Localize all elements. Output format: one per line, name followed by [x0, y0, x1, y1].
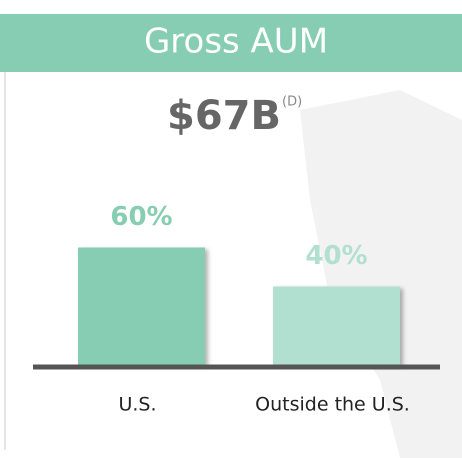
value-label: 40%	[305, 241, 367, 271]
value-label: 60%	[110, 202, 172, 232]
chart-title: Gross AUM	[144, 22, 328, 62]
headline: $67B	[167, 93, 281, 139]
bar	[273, 286, 400, 365]
bar	[78, 247, 205, 365]
headline-note: (D)	[282, 95, 302, 110]
category-label: Outside the U.S.	[255, 394, 410, 416]
category-label: U.S.	[118, 394, 156, 416]
header-band	[0, 14, 462, 72]
